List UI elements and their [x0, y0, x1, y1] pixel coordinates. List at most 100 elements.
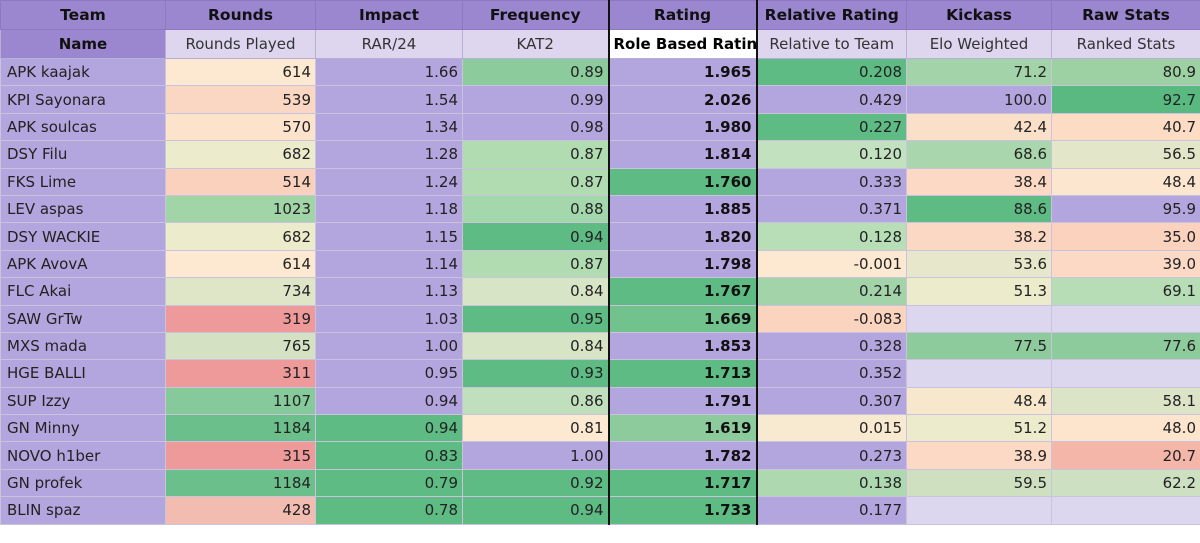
role-based-rating-cell: 1.767 [608, 277, 758, 306]
elo-weighted-cell [906, 496, 1052, 525]
kat2-cell: 0.81 [462, 414, 610, 443]
ranked-stats-cell: 80.9 [1051, 57, 1200, 87]
col-group-raw-stats: Raw Stats [1051, 0, 1200, 30]
kat2-cell: 0.95 [462, 304, 610, 333]
kat2-cell: 0.87 [462, 167, 610, 196]
rounds-played-cell: 319 [165, 304, 316, 333]
elo-weighted-cell: 71.2 [906, 57, 1052, 87]
relative-to-team-cell: 0.352 [756, 359, 907, 388]
relative-to-team-cell: 0.333 [756, 167, 907, 196]
relative-to-team-cell: 0.128 [756, 222, 907, 251]
rar24-cell: 1.24 [315, 167, 463, 196]
table-row: APK kaajak 614 1.66 0.89 1.965 0.208 71.2 80.9 [0, 57, 1200, 87]
kat2-cell: 0.98 [462, 112, 610, 142]
role-based-rating-cell: 1.814 [608, 140, 758, 169]
rar24-cell: 1.00 [315, 331, 463, 361]
relative-to-team-cell: 0.120 [756, 140, 907, 169]
rar24-cell: 1.66 [315, 57, 463, 87]
ranked-stats-cell: 20.7 [1051, 441, 1200, 470]
player-name-cell: DSY WACKIE [0, 222, 166, 251]
elo-weighted-cell: 38.2 [906, 222, 1052, 251]
table-row: MXS mada 765 1.00 0.84 1.853 0.328 77.5 77.6 [0, 331, 1200, 361]
table-row: SUP Izzy 1107 0.94 0.86 1.791 0.307 48.4 58.1 [0, 386, 1200, 416]
elo-weighted-cell: 59.5 [906, 468, 1052, 498]
relative-to-team-cell: -0.083 [756, 304, 907, 333]
ranked-stats-cell: 56.5 [1051, 140, 1200, 169]
player-name-cell: BLIN spaz [0, 496, 166, 525]
ranked-stats-cell: 39.0 [1051, 249, 1200, 279]
elo-weighted-cell [906, 359, 1052, 388]
elo-weighted-cell: 51.3 [906, 277, 1052, 306]
rar24-cell: 1.13 [315, 277, 463, 306]
role-based-rating-cell: 1.820 [608, 222, 758, 251]
col-group-frequency: Frequency [462, 0, 610, 30]
table-row: HGE BALLI 311 0.95 0.93 1.713 0.352 [0, 359, 1200, 388]
kat2-cell: 0.86 [462, 386, 610, 416]
rar24-cell: 1.14 [315, 249, 463, 279]
rounds-played-cell: 765 [165, 331, 316, 361]
rar24-cell: 0.94 [315, 414, 463, 443]
player-name-cell: DSY Filu [0, 140, 166, 169]
player-name-cell: FLC Akai [0, 277, 166, 306]
stats-table: Team Rounds Impact Frequency Rating Rela… [0, 0, 1200, 525]
rounds-played-cell: 682 [165, 140, 316, 169]
ranked-stats-cell [1051, 304, 1200, 333]
rounds-played-cell: 539 [165, 85, 316, 114]
role-based-rating-cell: 1.619 [608, 414, 758, 443]
rounds-played-cell: 311 [165, 359, 316, 388]
rar24-cell: 1.54 [315, 85, 463, 114]
rounds-played-cell: 1023 [165, 194, 316, 224]
relative-to-team-cell: 0.429 [756, 85, 907, 114]
relative-to-team-cell: 0.214 [756, 277, 907, 306]
kat2-cell: 0.93 [462, 359, 610, 388]
col-group-rounds: Rounds [165, 0, 316, 30]
role-based-rating-cell: 1.733 [608, 496, 758, 525]
header-group-row: Team Rounds Impact Frequency Rating Rela… [0, 0, 1200, 30]
rar24-cell: 0.83 [315, 441, 463, 470]
ranked-stats-cell: 69.1 [1051, 277, 1200, 306]
table-row: DSY WACKIE 682 1.15 0.94 1.820 0.128 38.2 35.0 [0, 222, 1200, 251]
kat2-cell: 0.84 [462, 277, 610, 306]
col-kat2: KAT2 [462, 29, 610, 59]
ranked-stats-cell: 40.7 [1051, 112, 1200, 142]
kat2-cell: 0.89 [462, 57, 610, 87]
player-name-cell: APK AvovA [0, 249, 166, 279]
role-based-rating-cell: 1.885 [608, 194, 758, 224]
player-name-cell: APK kaajak [0, 57, 166, 87]
ranked-stats-cell [1051, 496, 1200, 525]
player-name-cell: MXS mada [0, 331, 166, 361]
relative-to-team-cell: 0.307 [756, 386, 907, 416]
table-row: DSY Filu 682 1.28 0.87 1.814 0.120 68.6 56.5 [0, 140, 1200, 169]
role-based-rating-cell: 1.965 [608, 57, 758, 87]
player-name-cell: KPI Sayonara [0, 85, 166, 114]
role-based-rating-cell: 1.717 [608, 468, 758, 498]
role-based-rating-cell: 2.026 [608, 85, 758, 114]
rounds-played-cell: 682 [165, 222, 316, 251]
table-row: KPI Sayonara 539 1.54 0.99 2.026 0.429 100.0 92… [0, 85, 1200, 114]
elo-weighted-cell: 77.5 [906, 331, 1052, 361]
kat2-cell: 0.94 [462, 496, 610, 525]
kat2-cell: 0.87 [462, 140, 610, 169]
relative-to-team-cell: 0.177 [756, 496, 907, 525]
player-name-cell: SUP Izzy [0, 386, 166, 416]
col-role-based-rating: Role Based Rating [608, 29, 758, 59]
rounds-played-cell: 1184 [165, 468, 316, 498]
relative-to-team-cell: -0.001 [756, 249, 907, 279]
kat2-cell: 0.94 [462, 222, 610, 251]
player-name-cell: FKS Lime [0, 167, 166, 196]
kat2-cell: 1.00 [462, 441, 610, 470]
rar24-cell: 1.28 [315, 140, 463, 169]
kat2-cell: 0.99 [462, 85, 610, 114]
rounds-played-cell: 570 [165, 112, 316, 142]
player-name-cell: SAW GrTw [0, 304, 166, 333]
table-row: FKS Lime 514 1.24 0.87 1.760 0.333 38.4 48.4 [0, 167, 1200, 196]
ranked-stats-cell: 35.0 [1051, 222, 1200, 251]
elo-weighted-cell: 51.2 [906, 414, 1052, 443]
role-based-rating-cell: 1.791 [608, 386, 758, 416]
rar24-cell: 0.94 [315, 386, 463, 416]
role-based-rating-cell: 1.713 [608, 359, 758, 388]
role-based-rating-cell: 1.760 [608, 167, 758, 196]
col-relative-to-team: Relative to Team [756, 29, 907, 59]
col-group-kickass: Kickass [906, 0, 1052, 30]
elo-weighted-cell: 53.6 [906, 249, 1052, 279]
